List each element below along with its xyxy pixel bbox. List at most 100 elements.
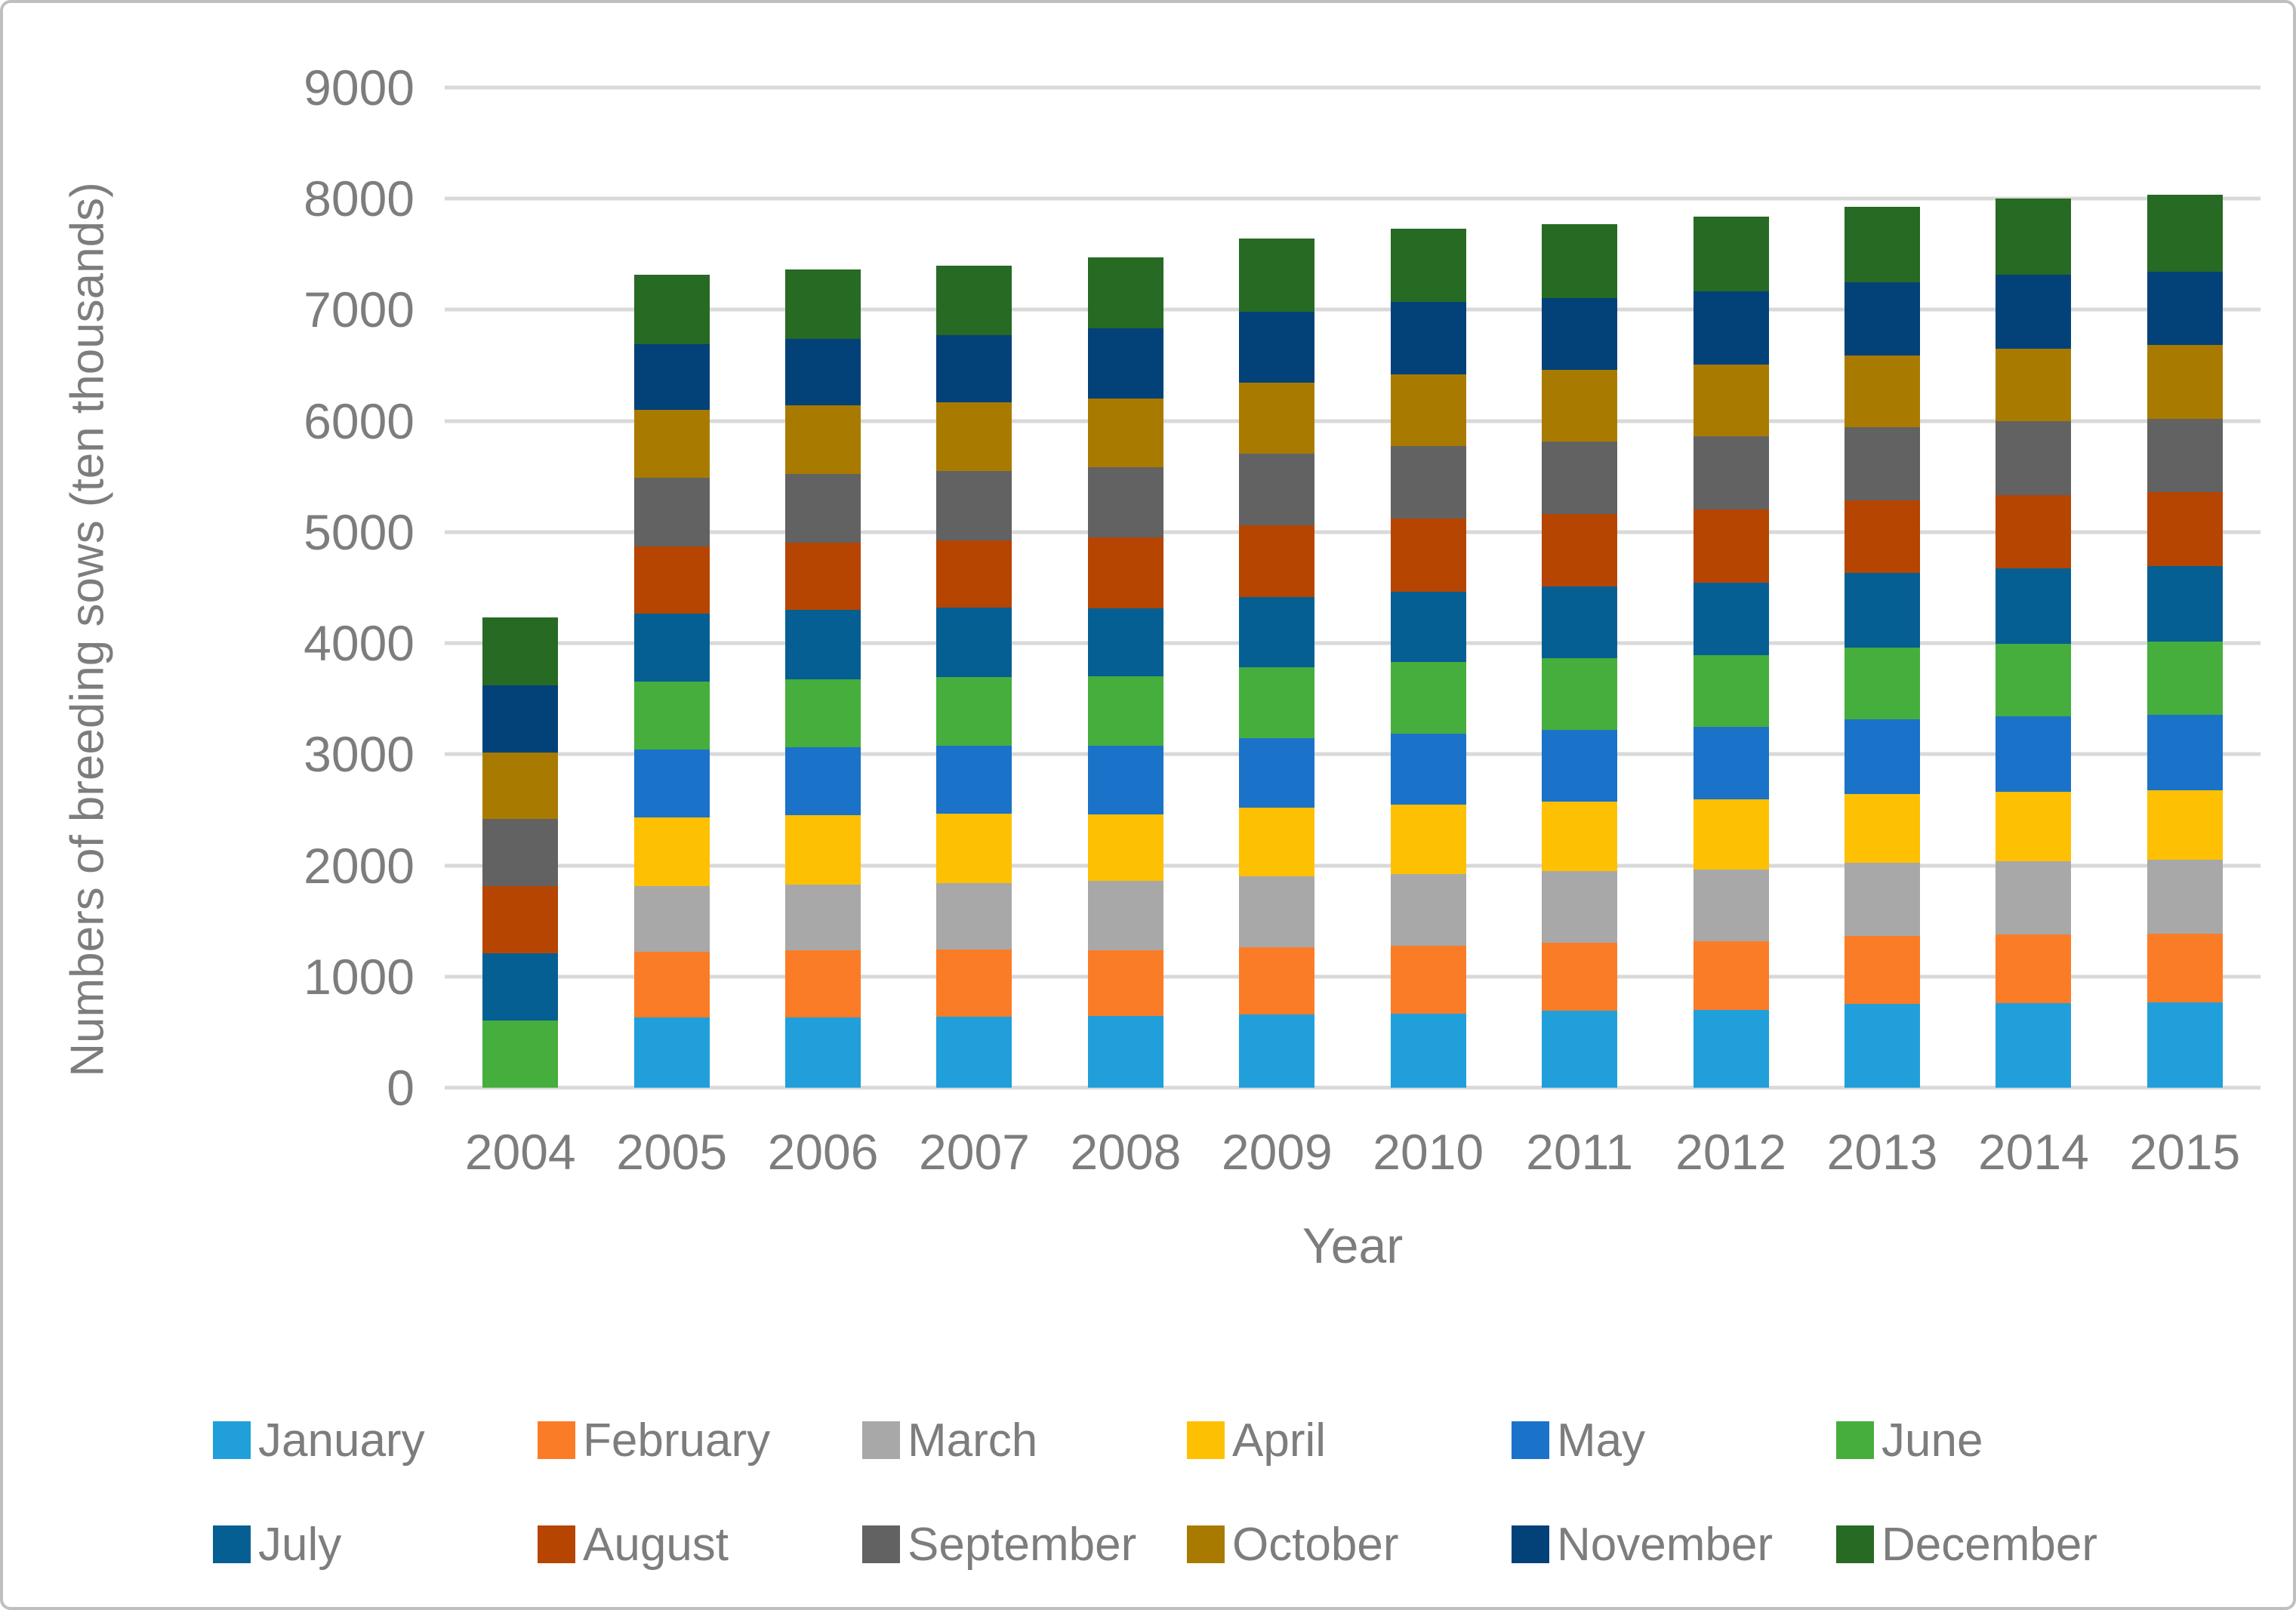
bar-segment-2014-december <box>1996 199 2072 276</box>
bar-slot-2005 <box>596 88 747 1088</box>
bar-segment-2007-july <box>936 608 1012 677</box>
legend-swatch-november-icon <box>1512 1525 1549 1563</box>
bar-segment-2014-march <box>1996 860 2072 935</box>
bar-segment-2005-september <box>633 478 710 546</box>
legend-item-october: October <box>1187 1508 1512 1581</box>
bar-segment-2006-january <box>785 1017 861 1088</box>
bar-segment-2013-april <box>1844 793 1920 863</box>
legend-swatch-august-icon <box>538 1525 575 1563</box>
y-tick-4000: 4000 <box>304 615 415 672</box>
bar-segment-2014-november <box>1996 275 2072 349</box>
bar-segment-2008-november <box>1087 328 1163 399</box>
bar-segment-2009-january <box>1239 1014 1315 1088</box>
legend-item-july: July <box>213 1508 538 1581</box>
legend-item-december: December <box>1836 1508 2161 1581</box>
bar-segment-2013-march <box>1844 863 1920 937</box>
bar-segment-2008-january <box>1087 1016 1163 1088</box>
bar-segment-2013-december <box>1844 206 1920 283</box>
bar-segment-2005-november <box>633 343 710 411</box>
x-tick-2005: 2005 <box>616 1124 728 1180</box>
legend-label-october: October <box>1232 1518 1399 1571</box>
bar-segment-2004-june <box>482 1020 559 1088</box>
bar-segment-2015-january <box>2147 1002 2223 1088</box>
y-tick-8000: 8000 <box>304 171 415 227</box>
bar-segment-2010-january <box>1390 1013 1466 1088</box>
bar-segment-2010-september <box>1390 445 1466 519</box>
bar-segment-2014-january <box>1996 1002 2072 1088</box>
legend-swatch-january-icon <box>213 1421 251 1459</box>
bar-segment-2015-august <box>2147 492 2223 567</box>
bar-segment-2011-october <box>1542 370 1618 442</box>
x-tick-2011: 2011 <box>1526 1124 1634 1180</box>
x-tick-2013: 2013 <box>1826 1124 1938 1180</box>
bar-segment-2012-august <box>1693 509 1769 583</box>
bar-segment-2014-june <box>1996 643 2072 717</box>
bar-segment-2005-april <box>633 817 710 886</box>
bar-segment-2013-september <box>1844 427 1920 500</box>
bar-slot-2006 <box>747 88 898 1088</box>
bar-segment-2009-november <box>1239 311 1315 383</box>
bar-slot-2014 <box>1958 88 2109 1088</box>
bar-segment-2009-june <box>1239 666 1315 738</box>
legend-label-december: December <box>1881 1518 2097 1571</box>
bar-segment-2009-december <box>1239 239 1315 312</box>
bar-slot-2009 <box>1201 88 1352 1088</box>
bar-segment-2011-july <box>1542 586 1618 659</box>
bar-segment-2008-august <box>1087 537 1163 608</box>
legend-item-april: April <box>1187 1404 1512 1476</box>
bar-segment-2014-september <box>1996 421 2072 495</box>
y-axis-title: Numbers of breeding sows (ten thousands) <box>61 182 114 1077</box>
bar-segment-2008-december <box>1087 257 1163 329</box>
y-tick-0: 0 <box>387 1060 415 1116</box>
bar-2012 <box>1693 217 1769 1088</box>
bar-segment-2010-april <box>1390 804 1466 874</box>
bar-segment-2011-june <box>1542 658 1618 731</box>
bar-segment-2010-may <box>1390 734 1466 805</box>
bar-segment-2005-june <box>633 682 710 750</box>
bar-segment-2010-august <box>1390 519 1466 592</box>
bar-segment-2007-april <box>936 814 1012 884</box>
bar-segment-2013-august <box>1844 500 1920 574</box>
bar-segment-2012-march <box>1693 869 1769 942</box>
bar-2015 <box>2147 195 2223 1088</box>
x-tick-2008: 2008 <box>1070 1124 1182 1180</box>
bar-segment-2015-july <box>2147 566 2223 642</box>
gridline-8000 <box>445 196 2261 201</box>
bar-segment-2005-july <box>633 613 710 682</box>
bar-segment-2006-march <box>785 884 861 951</box>
bar-segment-2008-september <box>1087 467 1163 538</box>
x-tick-2004: 2004 <box>464 1124 576 1180</box>
y-tick-6000: 6000 <box>304 392 415 449</box>
y-tick-1000: 1000 <box>304 948 415 1005</box>
legend-item-june: June <box>1836 1404 2161 1476</box>
bar-segment-2015-february <box>2147 934 2223 1003</box>
gridline-7000 <box>445 307 2261 312</box>
bar-segment-2009-august <box>1239 525 1315 598</box>
bar-segment-2013-june <box>1844 647 1920 720</box>
bar-segment-2011-may <box>1542 730 1618 802</box>
bar-segment-2008-february <box>1087 950 1163 1017</box>
gridline-0 <box>445 1085 2261 1090</box>
bar-segment-2015-december <box>2147 195 2223 272</box>
x-tick-2014: 2014 <box>1977 1124 2089 1180</box>
bar-segment-2005-january <box>633 1017 710 1088</box>
bar-slot-2013 <box>1807 88 1958 1088</box>
bar-slot-2011 <box>1504 88 1655 1088</box>
legend-swatch-july-icon <box>213 1525 251 1563</box>
bar-segment-2005-may <box>633 750 710 817</box>
bar-segment-2006-september <box>785 473 861 543</box>
legend-item-august: August <box>538 1508 862 1581</box>
bar-segment-2015-october <box>2147 345 2223 419</box>
bar-segment-2011-april <box>1542 802 1618 871</box>
bar-segment-2006-october <box>785 405 861 474</box>
bar-segment-2010-october <box>1390 374 1466 446</box>
bar-segment-2006-december <box>785 269 861 340</box>
bar-segment-2010-march <box>1390 873 1466 946</box>
bar-segment-2009-september <box>1239 453 1315 525</box>
legend-label-september: September <box>908 1518 1137 1571</box>
bar-segment-2008-may <box>1087 745 1163 814</box>
bar-segment-2007-february <box>936 950 1012 1017</box>
bar-segment-2014-february <box>1996 934 2072 1003</box>
bar-segment-2006-november <box>785 339 861 406</box>
x-tick-2012: 2012 <box>1675 1124 1786 1180</box>
